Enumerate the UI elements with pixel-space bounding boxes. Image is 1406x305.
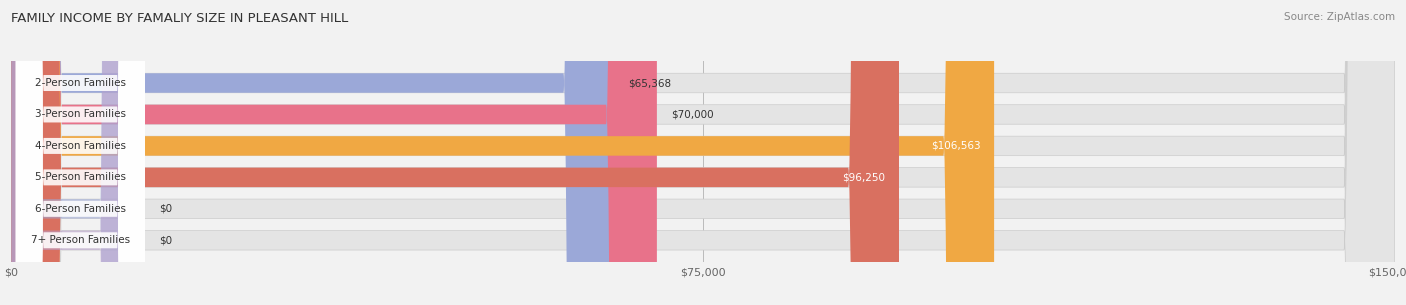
FancyBboxPatch shape — [11, 0, 994, 305]
Text: $96,250: $96,250 — [842, 172, 886, 182]
Text: $70,000: $70,000 — [671, 109, 713, 120]
FancyBboxPatch shape — [15, 0, 145, 305]
Text: $0: $0 — [159, 235, 172, 245]
FancyBboxPatch shape — [11, 0, 128, 305]
Text: $0: $0 — [159, 204, 172, 214]
FancyBboxPatch shape — [11, 0, 1395, 305]
Text: 5-Person Families: 5-Person Families — [35, 172, 127, 182]
FancyBboxPatch shape — [11, 0, 657, 305]
FancyBboxPatch shape — [15, 0, 145, 305]
Text: 2-Person Families: 2-Person Families — [35, 78, 127, 88]
Text: 3-Person Families: 3-Person Families — [35, 109, 127, 120]
FancyBboxPatch shape — [15, 0, 145, 305]
FancyBboxPatch shape — [11, 0, 1395, 305]
FancyBboxPatch shape — [15, 0, 145, 305]
Text: FAMILY INCOME BY FAMALIY SIZE IN PLEASANT HILL: FAMILY INCOME BY FAMALIY SIZE IN PLEASAN… — [11, 12, 349, 25]
Text: 6-Person Families: 6-Person Families — [35, 204, 127, 214]
Text: Source: ZipAtlas.com: Source: ZipAtlas.com — [1284, 12, 1395, 22]
FancyBboxPatch shape — [11, 0, 1395, 305]
FancyBboxPatch shape — [11, 0, 1395, 305]
Text: $106,563: $106,563 — [931, 141, 980, 151]
FancyBboxPatch shape — [11, 0, 614, 305]
FancyBboxPatch shape — [11, 0, 898, 305]
FancyBboxPatch shape — [11, 0, 1395, 305]
Text: $65,368: $65,368 — [628, 78, 671, 88]
FancyBboxPatch shape — [11, 0, 128, 305]
FancyBboxPatch shape — [15, 0, 145, 305]
FancyBboxPatch shape — [15, 0, 145, 305]
FancyBboxPatch shape — [11, 0, 1395, 305]
Text: 7+ Person Families: 7+ Person Families — [31, 235, 129, 245]
Text: 4-Person Families: 4-Person Families — [35, 141, 127, 151]
